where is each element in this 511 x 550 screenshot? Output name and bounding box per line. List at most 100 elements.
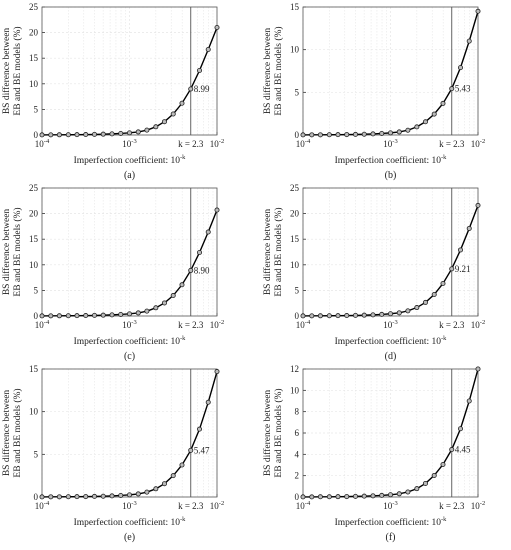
annotation-value: 4.45 (455, 445, 471, 455)
x-axis-label: Imperfection coefficient: 10-k (335, 154, 448, 166)
data-point (405, 127, 411, 133)
data-point (144, 489, 150, 495)
data-point (309, 313, 315, 319)
x-tick-label: 10-3 (122, 500, 136, 511)
data-point (458, 65, 464, 71)
data-point (458, 247, 464, 253)
data-point (56, 494, 62, 500)
panel-label: (d) (385, 351, 397, 362)
y-axis-label: BS difference betweenEB and BE models (%… (1, 26, 23, 115)
data-point (214, 207, 220, 213)
x-tick-label: 10-4 (296, 319, 311, 330)
data-point (370, 493, 376, 499)
y-tick-label: 0 (34, 130, 39, 140)
data-point (127, 311, 133, 317)
x-axis-label: Imperfection coefficient: 10-k (74, 335, 187, 347)
y-tick-label: 0 (295, 311, 300, 321)
data-point (188, 447, 194, 453)
data-point (440, 280, 446, 286)
data-point (335, 313, 341, 319)
data-point (326, 313, 332, 319)
x-axis-label: Imperfection coefficient: 10-k (74, 154, 187, 166)
chart-panel-e: 10-4 10-3 10-2 0 5 10 15 k = 2.3 5.47 BS differen… (1, 364, 224, 543)
x-tick-label: 10-4 (35, 138, 50, 149)
data-point (344, 313, 350, 319)
data-point (135, 491, 141, 497)
data-point (370, 131, 376, 137)
y-tick-label: 5 (34, 285, 39, 295)
data-point (83, 313, 89, 319)
k-label: k = 2.3 (178, 320, 204, 330)
data-point (56, 313, 62, 319)
y-tick-label: 0 (34, 492, 39, 502)
k-label: k = 2.3 (439, 139, 465, 149)
data-point (39, 494, 45, 500)
panel-label: (b) (385, 170, 397, 181)
data-point (475, 202, 481, 208)
y-axis-label: BS difference betweenEB and BE models (%… (262, 207, 284, 296)
x-tick-label: 10-4 (35, 319, 50, 330)
data-point (188, 267, 194, 273)
data-point (414, 305, 420, 311)
data-point (309, 132, 315, 138)
chart-panel-f: 10-4 10-3 10-2 0 2 4 6 8 10 12 k = 2.3 4.45 BS diffe… (262, 364, 485, 543)
y-tick-label: 6 (295, 428, 300, 438)
data-point (466, 398, 472, 404)
x-axis-label: Imperfection coefficient: 10-k (74, 516, 187, 528)
y-tick-label: 4 (295, 449, 300, 459)
data-point (48, 494, 54, 500)
y-tick-label: 10 (290, 45, 300, 55)
x-axis-label: Imperfection coefficient: 10-k (335, 335, 448, 347)
data-point (475, 366, 481, 372)
data-point (74, 313, 80, 319)
x-tick-label: 10-2 (210, 319, 224, 330)
data-point (387, 130, 393, 136)
data-point (161, 119, 167, 125)
chart-panel-a: 10-4 10-3 10-2 0 5 10 15 20 25 k = 2.3 8.99 BS diff… (1, 2, 224, 181)
data-point (414, 124, 420, 130)
data-point (422, 480, 428, 486)
y-axis-label: BS difference betweenEB and BE models (%… (262, 26, 284, 115)
data-point (335, 494, 341, 500)
data-point (135, 129, 141, 135)
y-tick-label: 10 (29, 260, 39, 270)
y-tick-label: 20 (290, 209, 300, 219)
data-point (466, 225, 472, 231)
data-point (361, 131, 367, 137)
k-label: k = 2.3 (178, 139, 204, 149)
k-label: k = 2.3 (439, 501, 465, 511)
data-point (449, 266, 455, 272)
y-tick-label: 20 (29, 209, 39, 219)
data-point (39, 132, 45, 138)
y-tick-label: 10 (290, 385, 300, 395)
y-tick-label: 5 (34, 104, 39, 114)
y-tick-label: 10 (29, 79, 39, 89)
data-point (153, 305, 159, 311)
data-point (170, 293, 176, 299)
y-tick-label: 5 (295, 285, 300, 295)
data-point (65, 313, 71, 319)
data-point (440, 461, 446, 467)
data-point (109, 312, 115, 318)
y-tick-label: 20 (29, 28, 39, 38)
panel-label: (c) (124, 351, 135, 362)
data-point (352, 493, 358, 499)
x-tick-label: 10-3 (383, 500, 397, 511)
data-point (422, 119, 428, 125)
data-point (179, 462, 185, 468)
y-tick-label: 5 (295, 87, 300, 97)
y-tick-label: 2 (295, 471, 300, 481)
data-point (396, 310, 402, 316)
data-point (431, 291, 437, 297)
annotation-value: 8.99 (194, 84, 210, 94)
data-point (379, 130, 385, 136)
annotation-value: 9.21 (455, 264, 471, 274)
y-tick-label: 10 (29, 407, 39, 417)
data-point (449, 86, 455, 92)
x-tick-label: 10-3 (383, 138, 397, 149)
x-tick-label: 10-4 (296, 500, 311, 511)
data-point (344, 494, 350, 500)
chart-panel-c: 10-4 10-3 10-2 0 5 10 15 20 25 k = 2.3 8.90 BS diff… (1, 183, 224, 362)
data-point (205, 399, 211, 405)
x-tick-label: 10-4 (35, 500, 50, 511)
